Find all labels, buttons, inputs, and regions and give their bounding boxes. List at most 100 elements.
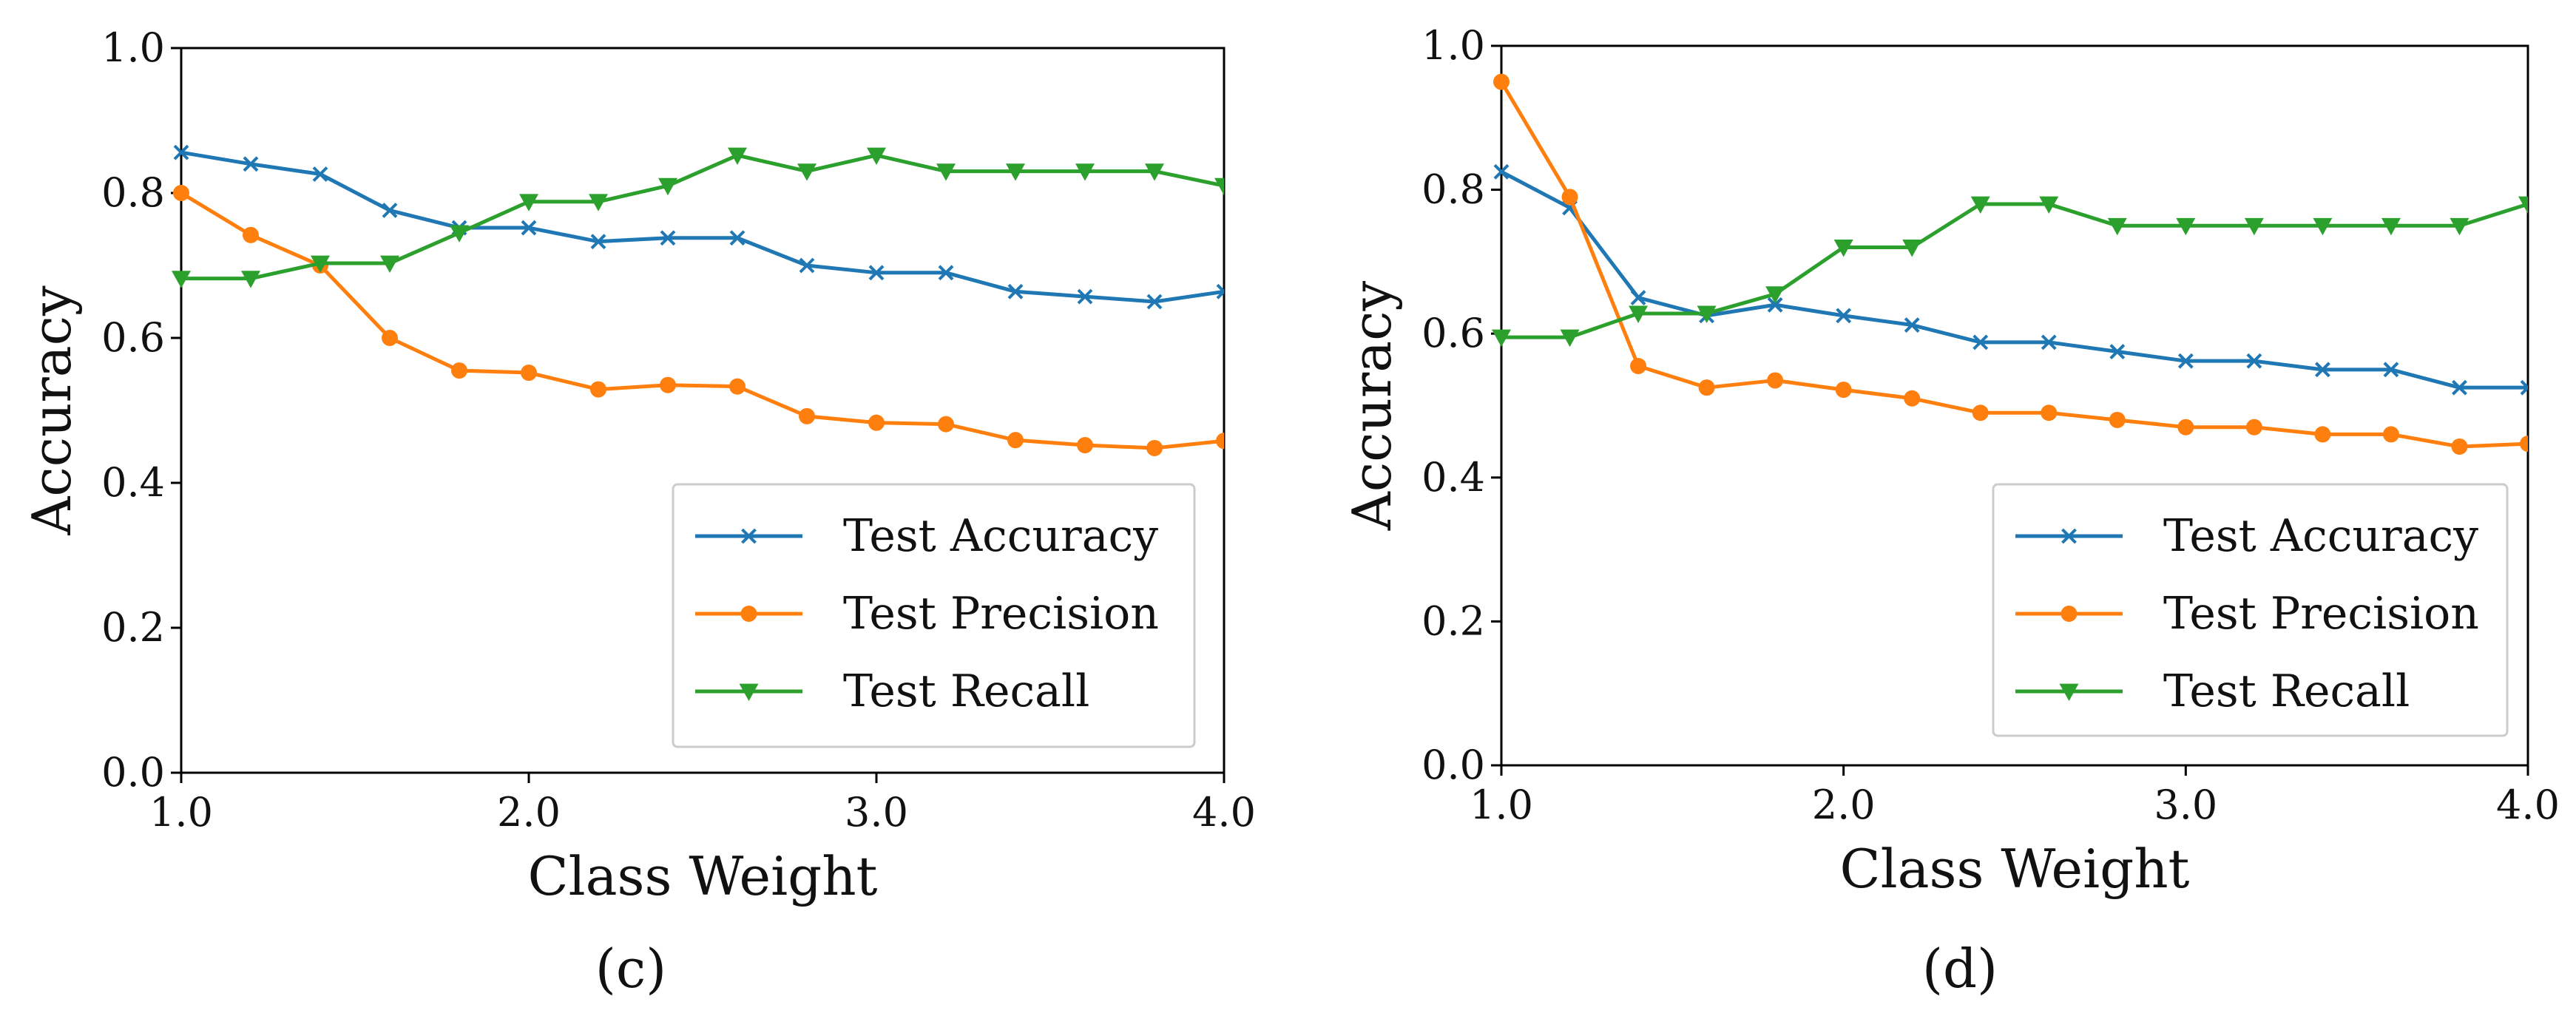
panel-d-test-accuracy-point — [2314, 362, 2330, 378]
panel-d-legend-box — [1992, 483, 2509, 737]
panel-c-test-precision-point — [590, 381, 606, 398]
panel-c-test-accuracy-point — [590, 234, 606, 250]
panel-c-series-group — [172, 144, 1224, 456]
panel-c-test-accuracy-point — [1216, 283, 1224, 299]
panel-d-test-precision-point — [1561, 189, 1578, 206]
panel-c-test-accuracy-point — [312, 166, 328, 182]
panel-d-y-axis-label: Accuracy — [1341, 280, 1403, 531]
panel-c-chart: 0.0 0.2 0.4 0.6 0.8 1.0 1.0 2.0 3.0 4.0 Class Weig… — [21, 24, 1256, 1000]
panel-c-test-accuracy-point — [938, 265, 954, 281]
panel-c-test-recall-point — [728, 147, 747, 166]
panel-d-legend-test-recall-marker — [2059, 683, 2079, 701]
panel-c-test-precision-point — [173, 185, 189, 201]
panel-d-ytick-label: 0.0 — [1421, 742, 1485, 788]
panel-d-test-accuracy-point — [1493, 163, 1510, 180]
panel-d-test-recall-point — [1492, 329, 1511, 348]
panel-d-ytick-label: 0.2 — [1421, 597, 1485, 644]
panel-d-test-recall-point — [1697, 305, 1717, 323]
panel-d-xtick-label: 1.0 — [1470, 782, 1533, 828]
panel-d-test-accuracy-point — [1972, 334, 1989, 350]
panel-d-test-precision-point — [2520, 436, 2528, 453]
panel-d-xtick-label: 4.0 — [2496, 782, 2560, 828]
panel-d-ytick-label: 1.0 — [1421, 22, 1485, 69]
panel-d-test-precision-point — [2109, 411, 2126, 428]
panel-c-test-accuracy-point — [799, 257, 815, 274]
panel-c-test-recall-point — [172, 271, 191, 288]
panel-d-test-accuracy-point — [2383, 362, 2399, 378]
panel-c-test-precision-point — [243, 226, 259, 243]
panel-d-test-recall-point — [2244, 217, 2264, 236]
panel-d-test-recall-point — [2381, 217, 2401, 236]
panel-c-test-recall-point — [1145, 163, 1164, 181]
panel-c-test-recall-point — [936, 163, 956, 181]
panel-d-test-recall-point — [1833, 240, 1853, 257]
panel-d-test-precision-point — [1972, 404, 1989, 421]
panel-d-test-recall-point — [1560, 329, 1580, 348]
panel-c-test-recall-point — [519, 194, 538, 211]
panel-c-test-recall-point — [867, 147, 886, 166]
panel-c-test-recall-point — [1075, 163, 1095, 181]
panel-d-test-precision-point — [1904, 390, 1921, 407]
panel-d-test-recall-point — [2176, 217, 2196, 236]
panel-c-x-axis-label: Class Weight — [528, 845, 878, 907]
panel-d-test-recall-point — [2518, 196, 2528, 214]
panel-c-test-recall-line — [181, 153, 1224, 281]
panel-d-test-recall-point — [1765, 286, 1785, 304]
panel-c-test-recall-point — [450, 225, 469, 243]
panel-d-chart: 0.0 0.2 0.4 0.6 0.8 1.0 1.0 2.0 3.0 4.0 Class Weig… — [1341, 22, 2560, 1000]
panel-d-test-precision-point — [2314, 426, 2331, 443]
panel-d-x-axis-label: Class Weight — [1840, 838, 2190, 900]
panel-c-test-recall-point — [241, 271, 260, 288]
panel-c-test-recall-point — [311, 255, 330, 274]
panel-d-legend-test-accuracy-marker — [2061, 528, 2077, 544]
panel-c-test-accuracy-point — [868, 265, 885, 281]
panel-d-ytick-label: 0.8 — [1421, 166, 1485, 213]
panel-c-legend-test-accuracy-marker — [741, 528, 757, 544]
panel-c-test-precision-point — [451, 362, 467, 379]
panel-d-legend: Test Accuracy Test Precision Test Recall — [1992, 483, 2509, 737]
panel-c-legend-test-precision-label: Test Precision — [843, 588, 1159, 640]
panel-c-test-accuracy-point — [382, 203, 398, 218]
panel-d-test-recall-point — [2450, 217, 2469, 236]
panel-c-test-accuracy-point — [243, 156, 259, 172]
panel-c-test-precision-point — [521, 365, 537, 382]
panel-d-test-recall-point — [1902, 240, 1922, 257]
panel-c-test-recall-point — [1006, 163, 1025, 181]
panel-d-ytick-label: 0.6 — [1421, 310, 1485, 356]
panel-c-legend-test-recall-label: Test Recall — [843, 666, 1089, 717]
panel-d-test-accuracy-point — [2520, 379, 2528, 396]
panel-c-legend-test-recall-marker — [739, 683, 759, 701]
panel-d-test-accuracy-line — [1500, 170, 2528, 390]
panel-c-test-accuracy-point — [660, 230, 676, 246]
panel-c-test-accuracy-point — [1007, 283, 1024, 299]
panel-c-test-accuracy-point — [521, 220, 537, 236]
panel-d-test-accuracy-point — [2109, 344, 2126, 359]
panel-c-test-precision-point — [1007, 432, 1024, 449]
panel-d-test-precision-point — [2245, 419, 2262, 436]
panel-d-test-precision-line — [1499, 81, 2528, 449]
panel-c-y-axis-label: Accuracy — [21, 285, 83, 536]
panel-d-xtick-label: 2.0 — [1812, 782, 1876, 828]
panel-d-test-accuracy-point — [2041, 334, 2057, 350]
panel-d-legend-test-precision-label: Test Precision — [2163, 588, 2479, 640]
panel-d-series-group — [1492, 73, 2528, 455]
panel-d-test-recall-line — [1501, 202, 2528, 339]
panel-d-ytick-label: 0.4 — [1421, 454, 1485, 501]
panel-d-legend-test-precision-marker — [2061, 606, 2078, 622]
panel-c-test-accuracy-point — [1146, 294, 1163, 310]
panel-d-test-accuracy-point — [1767, 297, 1783, 313]
panel-d-test-precision-point — [2041, 404, 2058, 421]
panel-c-ytick-label: 0.0 — [101, 749, 165, 796]
panel-c-test-precision-point — [1146, 439, 1163, 456]
panel-d-test-accuracy-point — [2177, 353, 2194, 369]
panel-d-test-accuracy-point — [2452, 379, 2467, 396]
panel-c-ytick-label: 0.6 — [101, 314, 165, 361]
panel-c-test-accuracy-point — [173, 144, 189, 160]
panel-c-test-recall-point — [380, 255, 399, 274]
panel-d-test-precision-point — [2451, 438, 2468, 455]
panel-c-ytick-label: 1.0 — [101, 24, 165, 71]
panel-c-test-precision-point — [382, 330, 398, 346]
panel-c-test-recall-point — [797, 163, 817, 181]
panel-c-test-accuracy-line — [180, 150, 1224, 304]
